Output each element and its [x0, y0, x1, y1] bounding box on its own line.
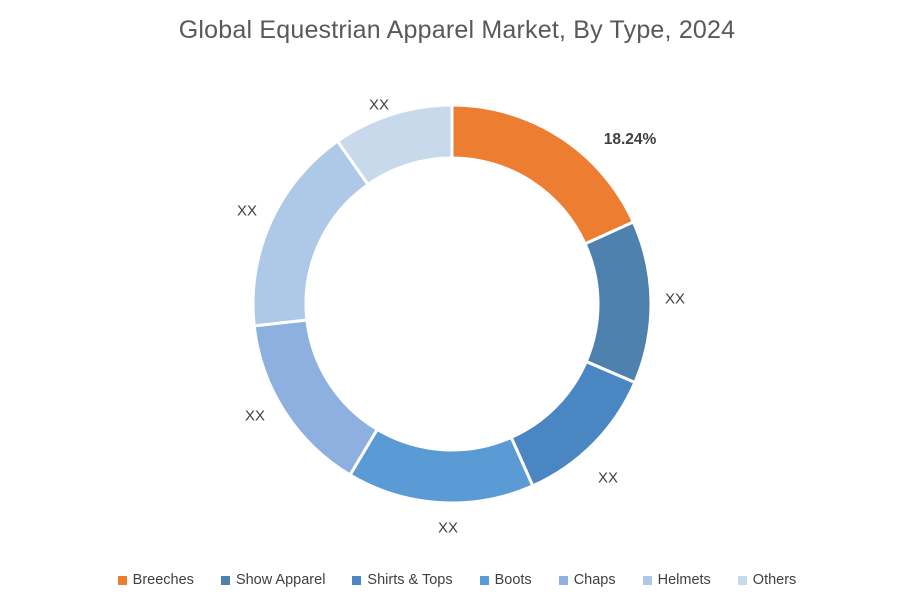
legend-item-boots: Boots	[479, 572, 532, 588]
legend-swatch-breeches	[117, 575, 127, 585]
legend-item-helmets: Helmets	[642, 572, 711, 588]
legend-swatch-helmets	[642, 575, 652, 585]
legend-swatch-shirts-tops	[352, 575, 362, 585]
legend-swatch-chaps	[558, 575, 568, 585]
legend-item-others: Others	[737, 572, 797, 588]
legend-swatch-others	[737, 575, 747, 585]
data-label-boots: XX	[437, 519, 459, 537]
legend-label-shirts-tops: Shirts & Tops	[367, 572, 453, 588]
donut-segment-show-apparel	[583, 220, 653, 384]
legend-label-boots: Boots	[494, 572, 532, 588]
legend-label-others: Others	[752, 572, 797, 588]
data-label-show-apparel: XX	[664, 290, 686, 308]
legend-item-chaps: Chaps	[558, 572, 616, 588]
chart-title: Global Equestrian Apparel Market, By Typ…	[178, 16, 736, 44]
data-label-others: XX	[368, 96, 390, 114]
donut-segment-breeches	[450, 103, 635, 246]
donut-segment-chaps	[252, 318, 379, 477]
legend-item-shirts-tops: Shirts & Tops	[352, 572, 453, 588]
donut-segment-shirts-tops	[509, 360, 637, 488]
donut-segment-helmets	[251, 139, 370, 328]
legend-label-helmets: Helmets	[657, 572, 711, 588]
data-label-chaps: XX	[244, 407, 266, 425]
legend-label-breeches: Breeches	[132, 572, 194, 588]
legend-item-breeches: Breeches	[117, 572, 194, 588]
data-label-helmets: XX	[236, 202, 258, 220]
data-label-breeches: 18.24%	[603, 131, 657, 148]
data-label-shirts-tops: XX	[597, 469, 619, 487]
legend-swatch-boots	[479, 575, 489, 585]
legend-item-show-apparel: Show Apparel	[220, 572, 326, 588]
donut-segment-others	[336, 103, 454, 187]
legend-swatch-show-apparel	[220, 575, 230, 585]
legend-label-chaps: Chaps	[573, 572, 616, 588]
legend: Breeches Show Apparel Shirts & Tops Boots Ch…	[0, 572, 914, 588]
donut-segment-boots	[348, 427, 535, 505]
legend-label-show-apparel: Show Apparel	[235, 572, 326, 588]
